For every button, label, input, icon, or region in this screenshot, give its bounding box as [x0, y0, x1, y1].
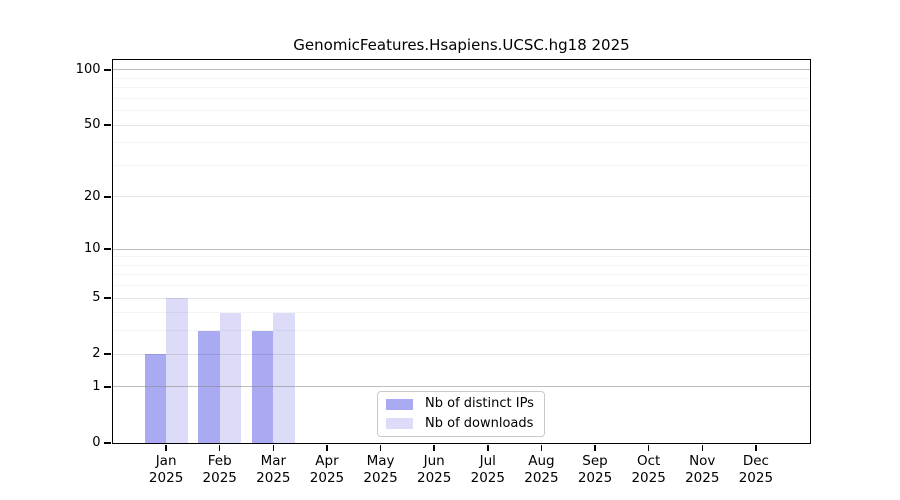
x-tick-label: Feb 2025	[202, 452, 237, 486]
x-tick	[326, 444, 328, 451]
legend-swatch-distinct-ips	[386, 398, 413, 410]
gridline-mid	[112, 297, 810, 299]
gridline-major	[112, 248, 810, 250]
plot-area: 0 1 2 5 10 20 50 100 Jan 2025 Feb 2025 Mar 2025 Apr 202…	[76, 58, 811, 486]
gridline-minor	[112, 312, 810, 314]
gridline-minor	[112, 77, 810, 79]
x-tick	[218, 444, 221, 451]
x-tick-label: May 2025	[363, 452, 398, 486]
gridline-major	[112, 386, 810, 388]
y-tick	[104, 69, 111, 71]
gridline-minor	[112, 330, 810, 332]
gridline-mid	[112, 124, 810, 126]
gridline-minor	[112, 97, 810, 99]
x-tick-label: Apr 2025	[309, 452, 345, 486]
x-tick	[487, 444, 489, 451]
x-tick	[755, 444, 757, 451]
bar-downloads-jan	[166, 298, 188, 443]
x-tick-label: Nov 2025	[685, 452, 720, 486]
gridline-minor	[112, 164, 810, 166]
x-tick-label: Dec 2025	[738, 452, 774, 486]
bar-downloads-feb	[219, 312, 242, 443]
bar-downloads-mar	[273, 312, 295, 443]
legend-item-downloads: Nb of downloads	[386, 416, 536, 433]
x-tick	[647, 444, 650, 451]
gridline-minor	[112, 285, 810, 287]
x-tick-label: Jul 2025	[470, 452, 505, 486]
y-tick	[104, 248, 111, 250]
gridline-mid	[112, 196, 810, 198]
y-tick-label: 10	[83, 241, 101, 257]
y-tick	[104, 386, 111, 388]
x-tick	[594, 444, 596, 451]
gridline-minor	[112, 110, 810, 112]
x-tick	[379, 444, 382, 451]
x-tick-label: Mar 2025	[256, 452, 291, 486]
x-tick	[540, 444, 543, 451]
y-tick-label: 2	[92, 346, 101, 362]
y-tick-label: 50	[83, 117, 101, 133]
y-tick-label: 5	[92, 290, 101, 306]
legend-item-distinct-ips: Nb of distinct IPs	[386, 396, 536, 413]
legend: Nb of distinct IPs Nb of downloads	[377, 391, 545, 437]
x-tick-label: Oct 2025	[631, 452, 666, 486]
y-tick	[104, 353, 111, 355]
x-tick	[272, 444, 275, 451]
x-tick	[701, 444, 704, 451]
y-tick	[104, 297, 111, 299]
x-tick-label: Jan 2025	[148, 452, 184, 486]
y-tick-label: 0	[92, 435, 101, 450]
x-tick-label: Sep 2025	[577, 452, 613, 486]
chart-title: GenomicFeatures.Hsapiens.UCSC.hg18 2025	[293, 36, 630, 54]
y-tick-label: 20	[83, 188, 101, 204]
gridline-mid	[112, 353, 810, 355]
legend-label-downloads: Nb of downloads	[425, 415, 534, 431]
y-tick	[104, 196, 111, 198]
legend-label-distinct-ips: Nb of distinct IPs	[425, 396, 534, 412]
y-tick	[104, 442, 111, 444]
x-tick	[165, 444, 167, 451]
gridline-minor	[112, 142, 810, 144]
gridline-minor	[112, 256, 810, 258]
y-tick	[104, 124, 111, 126]
y-tick-label: 1	[92, 378, 101, 394]
gridline-major	[112, 69, 810, 71]
legend-swatch-downloads	[386, 418, 413, 430]
x-tick	[433, 444, 435, 451]
y-tick-label: 100	[75, 61, 101, 77]
x-tick-label: Jun 2025	[417, 452, 452, 486]
bar-distinct-ips-jan	[144, 354, 167, 443]
gridline-minor	[112, 274, 810, 276]
x-tick-label: Aug 2025	[524, 452, 559, 486]
gridline-minor	[112, 264, 810, 266]
gridline-minor	[112, 87, 810, 89]
